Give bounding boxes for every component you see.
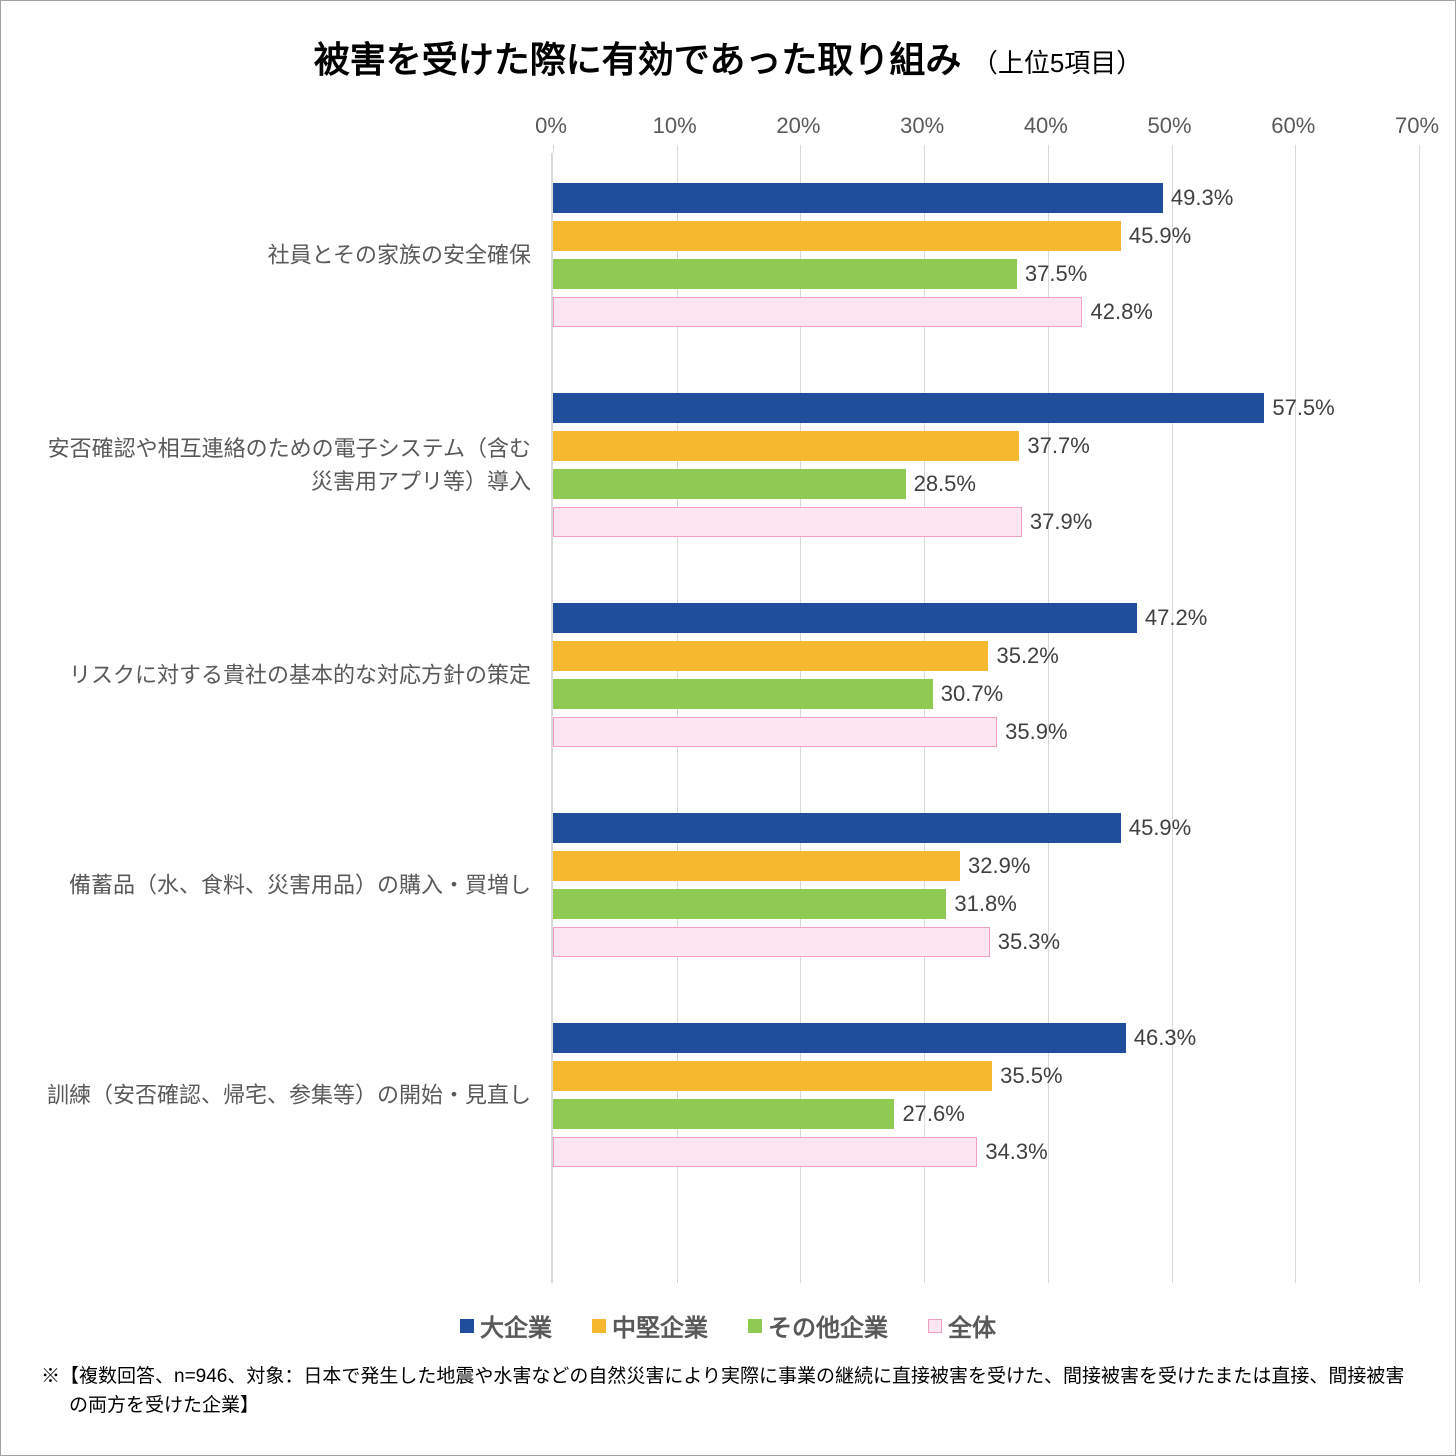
x-tick-label: 0%: [535, 113, 567, 139]
bar: [553, 259, 1017, 289]
bar: [553, 1023, 1126, 1053]
bar: [553, 889, 946, 919]
legend-swatch: [748, 1319, 762, 1333]
bar: [553, 717, 997, 747]
bar: [553, 297, 1082, 327]
chart-title: 被害を受けた際に有効であった取り組み: [314, 39, 962, 80]
bar-value-label: 49.3%: [1171, 185, 1233, 211]
bar-value-label: 28.5%: [914, 471, 976, 497]
gridline: [1172, 153, 1173, 1283]
bar-value-label: 42.8%: [1090, 299, 1152, 325]
bar-value-label: 32.9%: [968, 853, 1030, 879]
legend-text: 全体: [948, 1308, 996, 1343]
bar-value-label: 45.9%: [1129, 223, 1191, 249]
footnote: ※【複数回答、n=946、対象：日本で発生した地震や水害などの自然災害により実際…: [41, 1363, 1415, 1420]
bar-value-label: 35.9%: [1005, 719, 1067, 745]
chart-container: 被害を受けた際に有効であった取り組み （上位5項目） 0% 10% 20% 30% 40…: [0, 0, 1456, 1456]
bar-value-label: 57.5%: [1272, 395, 1334, 421]
bar-value-label: 37.5%: [1025, 261, 1087, 287]
category-label: 社員とその家族の安全確保: [41, 239, 531, 272]
bar: [553, 1099, 894, 1129]
bar-value-label: 31.8%: [954, 891, 1016, 917]
category-label: リスクに対する貴社の基本的な対応方針の策定: [41, 659, 531, 692]
bar-value-label: 37.7%: [1027, 433, 1089, 459]
legend: 大企業 中堅企業 その他企業 全体: [41, 1308, 1415, 1343]
bar: [553, 927, 990, 957]
title-row: 被害を受けた際に有効であった取り組み （上位5項目）: [41, 31, 1415, 83]
bar-value-label: 35.2%: [996, 643, 1058, 669]
x-tick-label: 20%: [776, 113, 820, 139]
bar: [553, 221, 1121, 251]
gridline: [1295, 153, 1296, 1283]
bar-value-label: 46.3%: [1134, 1025, 1196, 1051]
gridline: [1419, 153, 1420, 1283]
legend-item: 全体: [928, 1308, 996, 1343]
bar-value-label: 30.7%: [941, 681, 1003, 707]
legend-item: 大企業: [460, 1308, 552, 1343]
tickmark: [800, 145, 801, 153]
bar-value-label: 47.2%: [1145, 605, 1207, 631]
x-tick-label: 60%: [1271, 113, 1315, 139]
legend-text: 中堅企業: [612, 1308, 708, 1343]
bar-value-label: 34.3%: [985, 1139, 1047, 1165]
tickmark: [677, 145, 678, 153]
legend-swatch: [592, 1319, 606, 1333]
tickmark: [924, 145, 925, 153]
legend-swatch: [928, 1319, 942, 1333]
x-axis-row: 0%10%20%30%40%50%60%70%: [41, 113, 1415, 153]
legend-item: その他企業: [748, 1308, 888, 1343]
chart-subtitle: （上位5項目）: [972, 48, 1142, 78]
bar: [553, 813, 1121, 843]
tickmark: [1048, 145, 1049, 153]
tickmark: [1295, 145, 1296, 153]
bar: [553, 1137, 977, 1167]
bar: [553, 641, 988, 671]
x-tick-label: 40%: [1024, 113, 1068, 139]
tickmark: [1172, 145, 1173, 153]
bar: [553, 431, 1019, 461]
bar: [553, 1061, 992, 1091]
bar: [553, 679, 933, 709]
legend-swatch: [460, 1319, 474, 1333]
bar: [553, 507, 1022, 537]
bar: [553, 469, 906, 499]
category-label: 安否確認や相互連絡のための電子システム（含む災害用アプリ等）導入: [41, 432, 531, 498]
category-labels-column: 社員とその家族の安全確保安否確認や相互連絡のための電子システム（含む災害用アプリ…: [41, 153, 551, 1283]
bar-value-label: 37.9%: [1030, 509, 1092, 535]
category-label: 訓練（安否確認、帰宅、参集等）の開始・見直し: [41, 1079, 531, 1112]
bar: [553, 851, 960, 881]
bar: [553, 183, 1163, 213]
x-tick-label: 70%: [1395, 113, 1439, 139]
bar-value-label: 35.3%: [998, 929, 1060, 955]
legend-item: 中堅企業: [592, 1308, 708, 1343]
x-tick-label: 10%: [653, 113, 697, 139]
tickmark: [553, 145, 554, 153]
plot-area: 社員とその家族の安全確保安否確認や相互連絡のための電子システム（含む災害用アプリ…: [41, 153, 1415, 1283]
bar: [553, 603, 1137, 633]
category-label: 備蓄品（水、食料、災害用品）の購入・買増し: [41, 869, 531, 902]
x-tick-label: 50%: [1148, 113, 1192, 139]
tickmark: [1419, 145, 1420, 153]
bars-column: 49.3% 45.9% 37.5%42.8% 57.5% 37.7% 28.5% 37.9%…: [551, 153, 1415, 1283]
x-tick-label: 30%: [900, 113, 944, 139]
bar-value-label: 27.6%: [902, 1101, 964, 1127]
x-axis: 0%10%20%30%40%50%60%70%: [551, 113, 1415, 153]
bar-value-label: 35.5%: [1000, 1063, 1062, 1089]
bar: [553, 393, 1264, 423]
legend-text: 大企業: [480, 1308, 552, 1343]
bar-value-label: 45.9%: [1129, 815, 1191, 841]
legend-text: その他企業: [768, 1308, 888, 1343]
